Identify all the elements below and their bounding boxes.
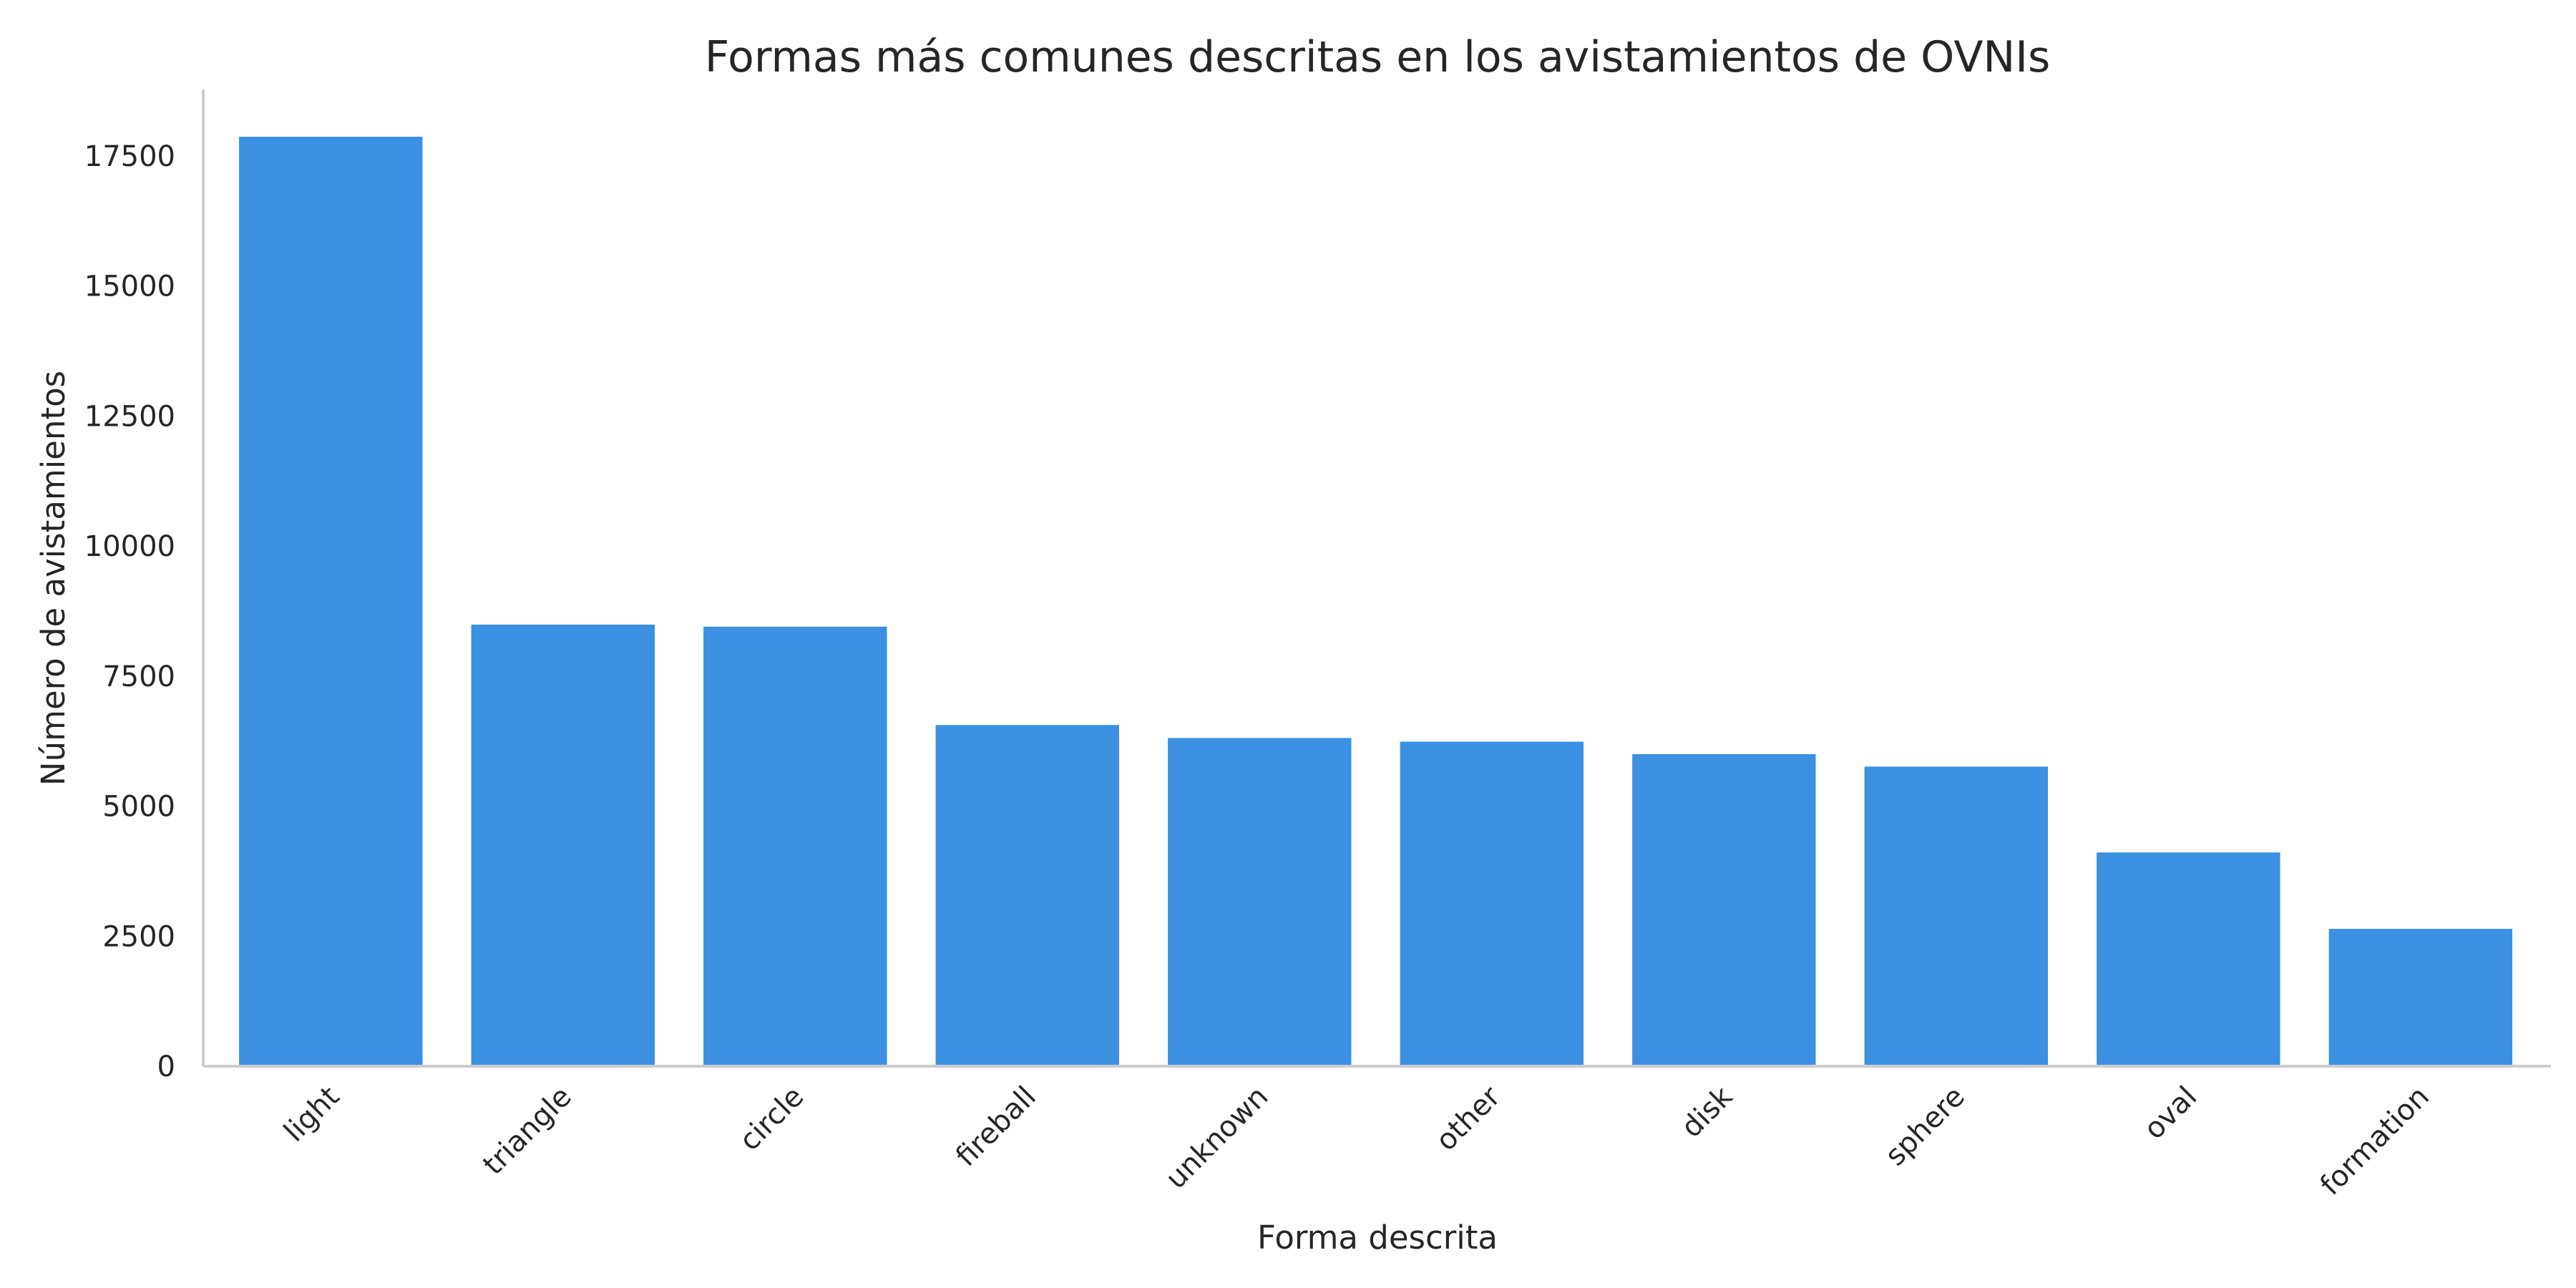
y-tick-label: 5000 [102,791,175,824]
x-tick-label-disk: disk [1675,1080,1740,1144]
y-tick-label: 7500 [102,660,175,693]
x-ticks-group: light triangle circle fireball unknown other d… [278,1080,2436,1202]
bar-unknown [1168,738,1352,1066]
x-tick-label-light: light [278,1080,346,1148]
y-tick-label: 0 [157,1050,175,1083]
x-tick-label-oval: oval [2138,1080,2204,1146]
y-tick-label: 17500 [84,140,175,173]
bar-triangle [471,624,655,1066]
bar-formation [2328,929,2512,1066]
y-tick-label: 2500 [102,920,175,953]
bar-sphere [1864,766,2048,1066]
x-tick-label-triangle: triangle [477,1080,578,1182]
bar-light [239,137,423,1067]
bar-other [1400,741,1584,1066]
y-tick-label: 10000 [84,530,175,563]
x-tick-label-unknown: unknown [1159,1080,1274,1196]
x-tick-label-fireball: fireball [950,1080,1043,1174]
bar-oval [2097,852,2280,1066]
bar-circle [703,626,887,1066]
y-tick-label: 12500 [84,401,175,434]
y-axis-label: Número de avistamientos [34,371,72,786]
chart-title: Formas más comunes descritas en los avis… [705,32,2050,82]
x-tick-label-formation: formation [2314,1080,2436,1202]
x-tick-label-sphere: sphere [1879,1080,1971,1173]
y-tick-label: 15000 [84,270,175,303]
x-tick-label-other: other [1430,1080,1507,1157]
y-ticks-group: 0 2500 5000 7500 10000 12500 15000 17500 [84,140,175,1083]
bar-fireball [935,725,1119,1066]
bars-group [239,137,2512,1067]
bar-disk [1632,753,1816,1066]
x-tick-label-circle: circle [733,1080,811,1158]
x-axis-label: Forma descrita [1257,1219,1498,1257]
